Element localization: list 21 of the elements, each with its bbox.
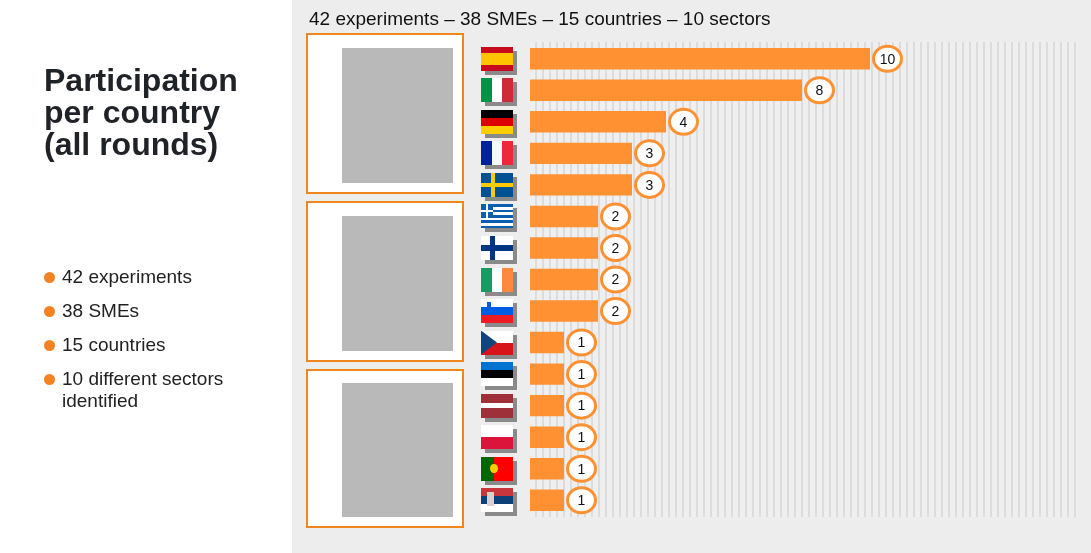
data-label: 4	[679, 113, 688, 130]
text: 10 different sectors identified	[62, 368, 224, 411]
text: 15 countries	[62, 334, 166, 355]
data-label: 10	[879, 50, 896, 67]
chart-subtitle: 42 experiments – 38 SMEs – 15 countries – 10 sectors	[309, 7, 771, 31]
data-label: 1	[577, 460, 586, 477]
data-label: 1	[577, 492, 586, 509]
data-label: 1	[577, 334, 586, 351]
data-label: 8	[815, 82, 824, 99]
data-label: 1	[577, 397, 586, 414]
data-label: 3	[645, 145, 654, 162]
data-label: 2	[611, 302, 620, 319]
text: 42 experiments	[62, 266, 192, 287]
data-label: 2	[611, 271, 620, 288]
text: 38 SMEs	[62, 300, 140, 321]
data-label: 1	[577, 365, 586, 382]
data-label: 1	[577, 429, 586, 446]
data-label: 2	[611, 239, 620, 256]
data-label: 3	[645, 176, 654, 193]
data-label: 2	[611, 208, 620, 225]
text: Participation per country (all rounds)	[44, 62, 239, 162]
